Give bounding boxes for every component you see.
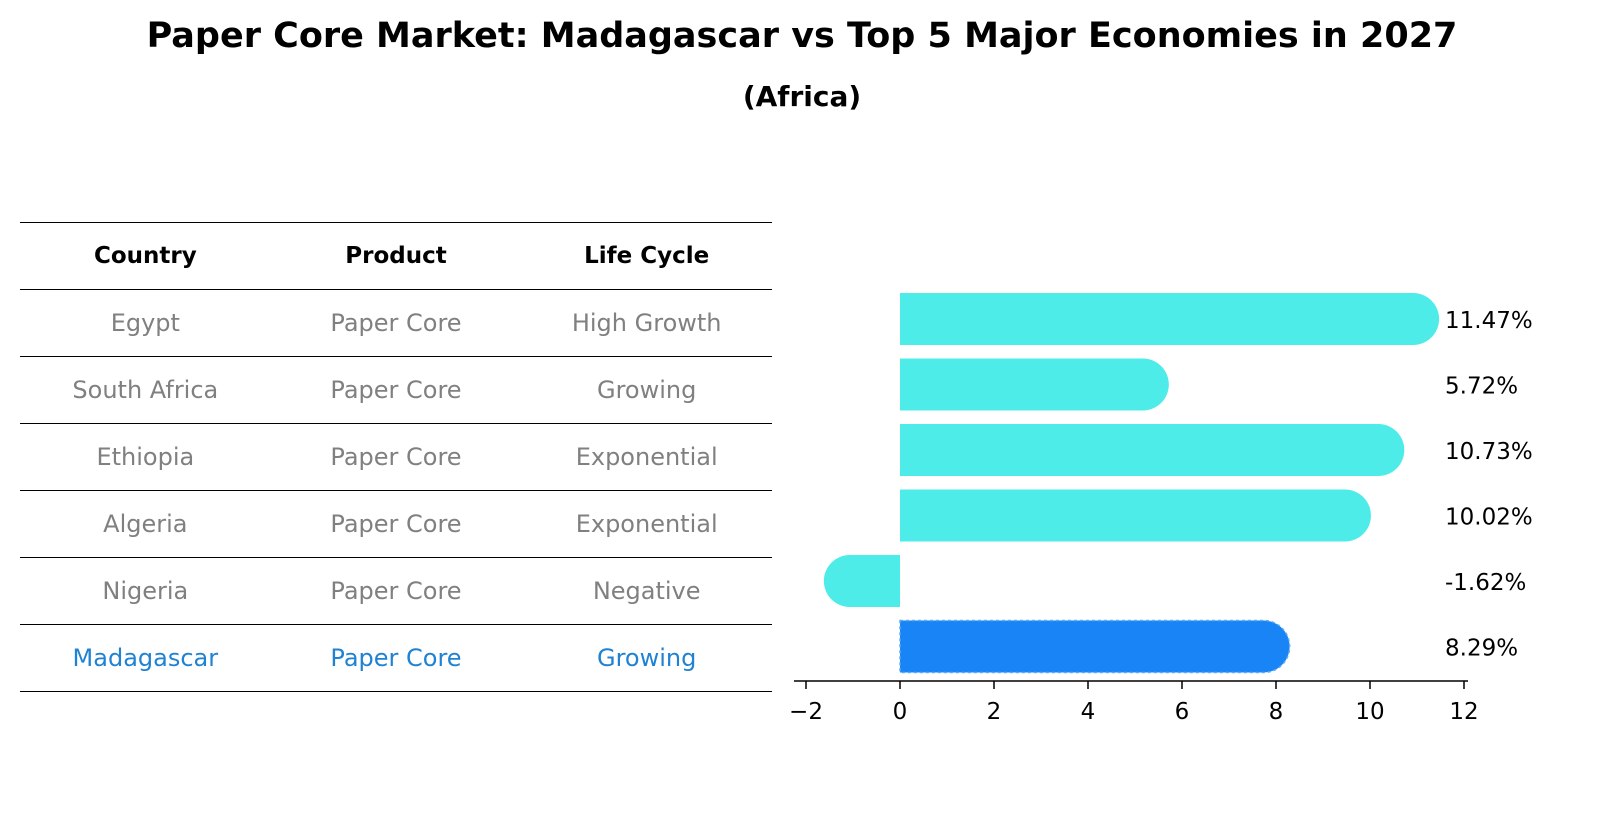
table-header-row: Country Product Life Cycle (20, 222, 772, 289)
table-row: Nigeria Paper Core Negative (20, 557, 772, 624)
cell-country: Egypt (110, 309, 180, 337)
data-label: -1.62% (1445, 570, 1526, 596)
data-label: 10.73% (1445, 439, 1533, 465)
header-country: Country (93, 243, 197, 269)
x-tick-label: 6 (1175, 699, 1190, 725)
table-row: Egypt Paper Core High Growth (20, 289, 772, 356)
cell-product: Paper Core (330, 577, 462, 605)
cell-product: Paper Core (330, 309, 462, 337)
cell-country: Algeria (103, 510, 188, 538)
table-row: Algeria Paper Core Exponential (20, 490, 772, 557)
cell-product: Paper Core (330, 376, 462, 404)
x-tick-label: 8 (1269, 699, 1284, 725)
cell-product: Paper Core (330, 443, 462, 471)
cell-country: South Africa (72, 376, 219, 404)
chart-title: Paper Core Market: Madagascar vs Top 5 M… (146, 16, 1458, 56)
x-tick-label: 0 (893, 699, 908, 725)
data-label: 10.02% (1445, 505, 1533, 531)
cell-country: Nigeria (102, 577, 189, 605)
bar-south-africa (900, 358, 1169, 411)
header-life-cycle: Life Cycle (584, 243, 710, 269)
bar-egypt (900, 293, 1440, 345)
x-tick-label: 10 (1355, 699, 1384, 725)
cell-product: Paper Core (330, 644, 462, 672)
table-row: South Africa Paper Core Growing (20, 356, 772, 423)
cell-life-cycle: Exponential (575, 510, 718, 538)
chart-subtitle: (Africa) (742, 80, 862, 113)
x-tick-label: 12 (1449, 699, 1478, 725)
table-row: Ethiopia Paper Core Exponential (20, 423, 772, 490)
x-tick-label: −2 (789, 699, 823, 725)
cell-life-cycle: Exponential (575, 443, 718, 471)
x-tick-label: 2 (987, 699, 1002, 725)
cell-life-cycle: High Growth (571, 309, 722, 337)
bar-nigeria (823, 555, 900, 607)
cell-life-cycle: Growing (596, 644, 697, 672)
bar-chart: 11.47% 5.72% 10.73% 10.02% -1.62% 8.29% −2 0 2 4 6… (789, 293, 1533, 725)
table-row-highlighted: Madagascar Paper Core Growing (20, 624, 772, 692)
cell-country: Madagascar (72, 644, 219, 672)
cell-life-cycle: Growing (596, 376, 697, 404)
cell-life-cycle: Negative (592, 577, 701, 605)
header-product: Product (345, 243, 447, 269)
data-label: 5.72% (1445, 374, 1518, 400)
data-label: 8.29% (1445, 636, 1518, 662)
cell-country: Ethiopia (96, 443, 195, 471)
cell-product: Paper Core (330, 510, 462, 538)
data-label: 11.47% (1445, 308, 1533, 334)
data-table: Country Product Life Cycle Egypt Paper C… (20, 222, 772, 692)
bar-ethiopia (900, 424, 1405, 476)
bar-madagascar (899, 619, 1291, 674)
x-tick-label: 4 (1081, 699, 1096, 725)
bar-algeria (900, 489, 1371, 542)
